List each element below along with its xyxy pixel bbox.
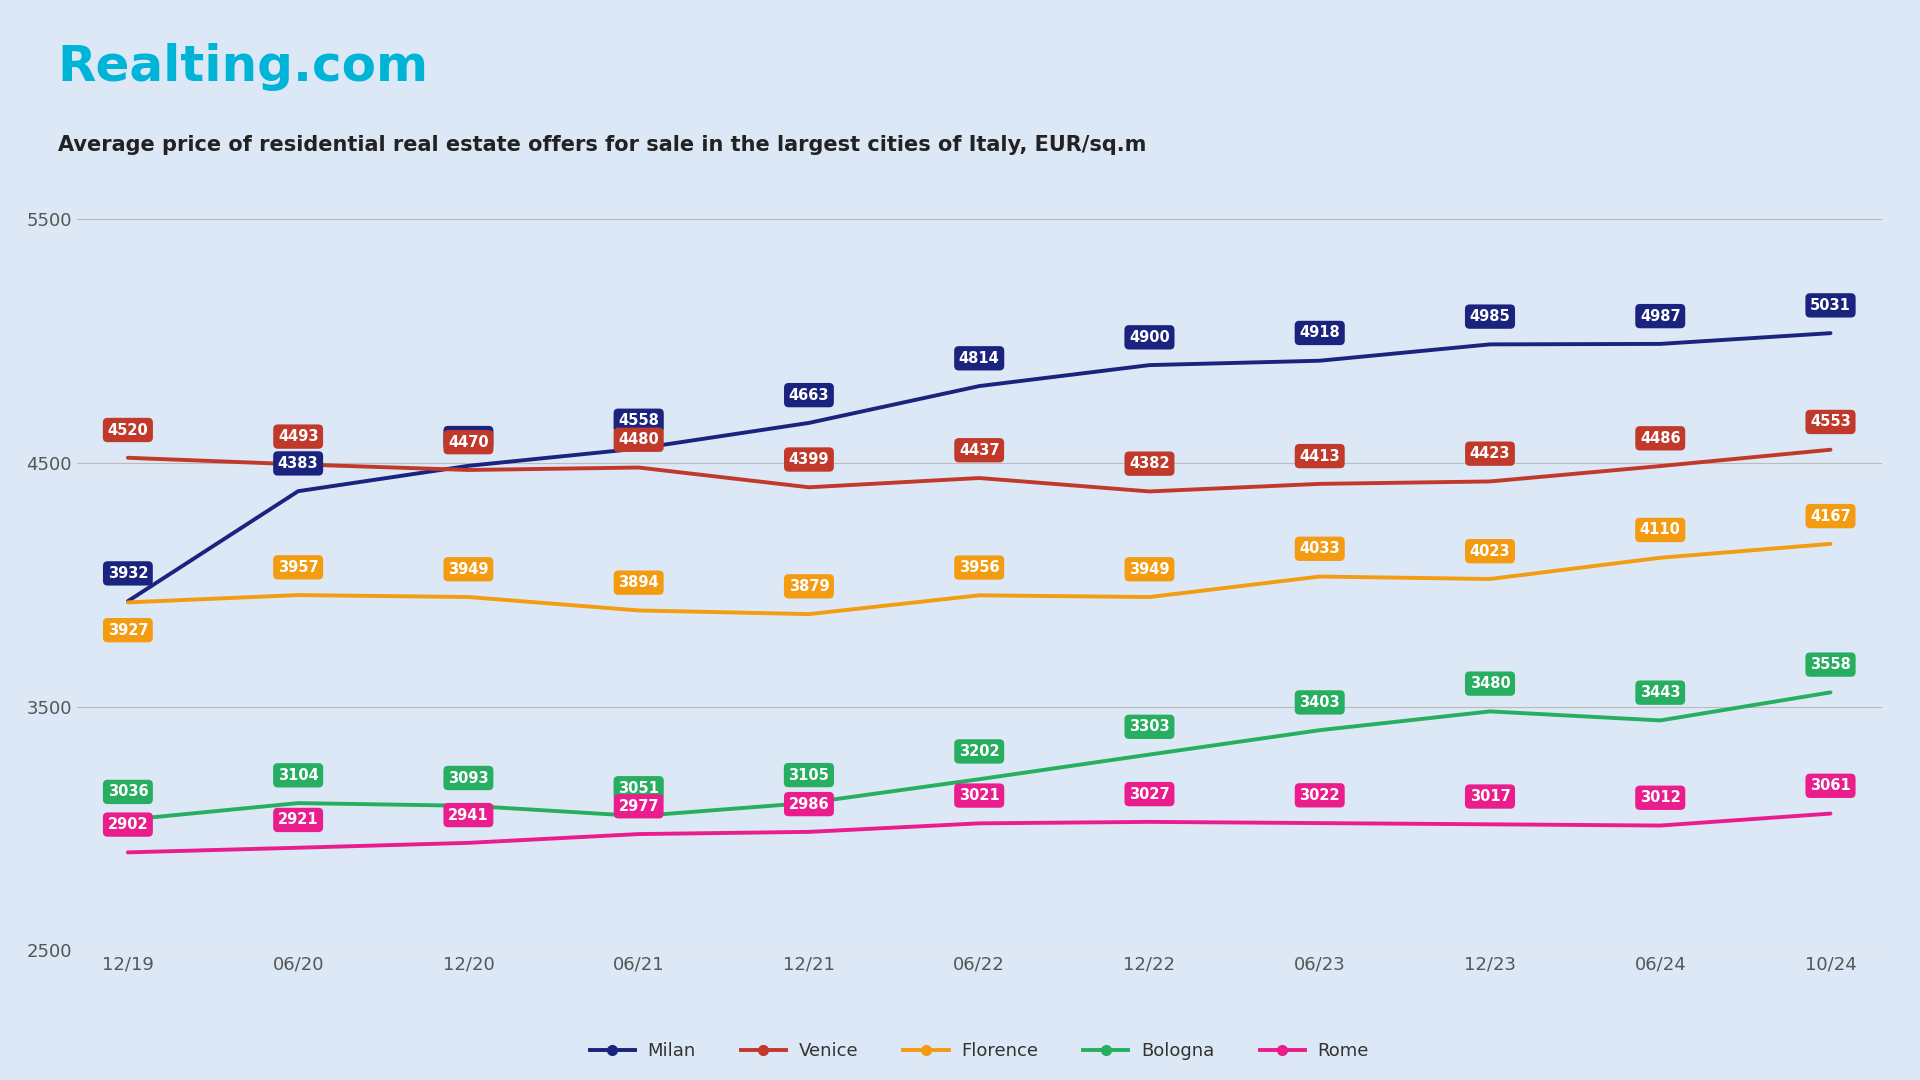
Text: 3957: 3957: [278, 559, 319, 575]
Text: 3051: 3051: [618, 781, 659, 796]
Text: 2902: 2902: [108, 818, 148, 832]
Text: 3403: 3403: [1300, 694, 1340, 710]
Text: 4900: 4900: [1129, 329, 1169, 345]
Text: 4167: 4167: [1811, 509, 1851, 524]
Text: 4110: 4110: [1640, 523, 1680, 538]
Text: 4663: 4663: [789, 388, 829, 403]
Text: 4470: 4470: [447, 434, 490, 449]
Text: 3443: 3443: [1640, 685, 1680, 700]
Legend: Milan, Venice, Florence, Bologna, Rome: Milan, Venice, Florence, Bologna, Rome: [582, 1035, 1377, 1067]
Text: 2977: 2977: [618, 799, 659, 814]
Text: 3022: 3022: [1300, 787, 1340, 802]
Text: 4383: 4383: [278, 456, 319, 471]
Text: 4987: 4987: [1640, 309, 1680, 324]
Text: 3202: 3202: [958, 744, 1000, 759]
Text: 2986: 2986: [789, 797, 829, 811]
Text: 3104: 3104: [278, 768, 319, 783]
Text: 4413: 4413: [1300, 448, 1340, 463]
Text: 3558: 3558: [1811, 657, 1851, 672]
Text: 3949: 3949: [447, 562, 490, 577]
Text: 3027: 3027: [1129, 786, 1169, 801]
Text: 4480: 4480: [618, 432, 659, 447]
Text: 3949: 3949: [1129, 562, 1169, 577]
Text: Average price of residential real estate offers for sale in the largest cities o: Average price of residential real estate…: [58, 135, 1146, 156]
Text: 4437: 4437: [958, 443, 1000, 458]
Text: 3105: 3105: [789, 768, 829, 783]
Text: 2921: 2921: [278, 812, 319, 827]
Text: 4985: 4985: [1469, 309, 1511, 324]
Text: 3956: 3956: [958, 561, 1000, 575]
Text: 4814: 4814: [958, 351, 1000, 366]
Text: 3927: 3927: [108, 623, 148, 637]
Text: 4553: 4553: [1811, 415, 1851, 430]
Text: 4023: 4023: [1469, 543, 1511, 558]
Text: 3894: 3894: [618, 576, 659, 590]
Text: 3932: 3932: [108, 566, 148, 581]
Text: 5031: 5031: [1811, 298, 1851, 313]
Text: 4382: 4382: [1129, 456, 1169, 471]
Text: 4033: 4033: [1300, 541, 1340, 556]
Text: 4423: 4423: [1469, 446, 1511, 461]
Text: 3303: 3303: [1129, 719, 1169, 734]
Text: 4918: 4918: [1300, 325, 1340, 340]
Text: 3879: 3879: [789, 579, 829, 594]
Text: 4399: 4399: [789, 453, 829, 467]
Text: 4520: 4520: [108, 422, 148, 437]
Text: 4493: 4493: [278, 429, 319, 444]
Text: 4486: 4486: [1640, 431, 1680, 446]
Text: 3036: 3036: [108, 784, 148, 799]
Text: 3061: 3061: [1811, 779, 1851, 794]
Text: 2941: 2941: [447, 808, 490, 823]
Text: 3012: 3012: [1640, 791, 1680, 806]
Text: 3093: 3093: [447, 770, 490, 785]
Text: 3480: 3480: [1469, 676, 1511, 691]
Text: 4487: 4487: [447, 431, 490, 446]
Text: Realting.com: Realting.com: [58, 43, 428, 91]
Text: 4558: 4558: [618, 414, 659, 429]
Text: 3017: 3017: [1469, 789, 1511, 804]
Text: 3021: 3021: [958, 788, 1000, 804]
